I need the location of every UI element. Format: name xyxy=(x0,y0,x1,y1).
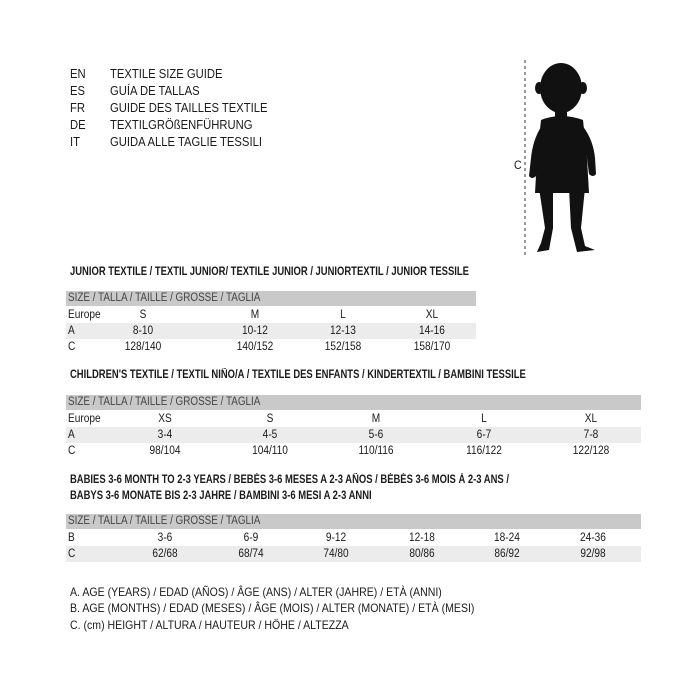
legend-a: A. AGE (YEARS) / EDAD (AÑOS) / ÂGE (ANS)… xyxy=(70,585,442,599)
babies-size-table: SIZE / TALLA / TAILLE / GRÖSSE / TAGLIA … xyxy=(66,514,641,562)
lang-title-fr: GUIDE DES TAILLES TEXTILE xyxy=(110,101,268,115)
table-header: SIZE / TALLA / TAILLE / GRÖSSE / TAGLIA xyxy=(66,514,641,529)
lang-code-en: EN xyxy=(70,67,86,81)
lang-code-fr: FR xyxy=(70,101,86,115)
table-row: A 8-10 10-12 12-13 14-16 xyxy=(66,323,476,339)
junior-title: JUNIOR TEXTILE / TEXTIL JUNIOR/ TEXTILE … xyxy=(70,266,469,278)
lang-code-it: IT xyxy=(70,135,80,149)
lang-title-es: GUÍA DE TALLAS xyxy=(110,84,200,98)
children-size-table: SIZE / TALLA / TAILLE / GRÖSSE / TAGLIA … xyxy=(66,395,641,461)
children-title: CHILDREN'S TEXTILE / TEXTIL NIÑO/A / TEX… xyxy=(70,369,526,381)
table-row: A 3-4 4-5 5-6 6-7 7-8 xyxy=(66,427,641,443)
babies-title-line1: BABIES 3-6 MONTH TO 2-3 YEARS / BEBÉS 3-… xyxy=(70,474,509,486)
junior-size-table: SIZE / TALLA / TAILLE / GRÖSSE / TAGLIA … xyxy=(66,291,476,357)
table-row: C 98/104 104/110 110/116 116/122 122/128 xyxy=(68,445,610,457)
lang-title-it: GUIDA ALLE TAGLIE TESSILI xyxy=(110,135,262,149)
table-row: C 128/140 140/152 152/158 158/170 xyxy=(68,341,451,353)
babies-title-line2: BABYS 3-6 MONATE BIS 2-3 JAHRE / BAMBINI… xyxy=(70,490,372,502)
lang-code-es: ES xyxy=(70,84,86,98)
lang-title-en: TEXTILE SIZE GUIDE xyxy=(110,67,223,81)
lang-title-de: TEXTILGRÖßENFÜHRUNG xyxy=(110,118,253,132)
table-row: C 62/68 68/74 74/80 80/86 86/92 92/98 xyxy=(66,546,641,562)
child-silhouette-icon xyxy=(524,60,596,256)
table-header: SIZE / TALLA / TAILLE / GRÖSSE / TAGLIA xyxy=(66,291,476,306)
height-measure-label: C xyxy=(514,158,522,172)
table-row: Europe XS S M L XL xyxy=(68,413,598,425)
legend-b: B. AGE (MONTHS) / EDAD (MESES) / ÂGE (MO… xyxy=(70,601,475,615)
legend-c: C. (cm) HEIGHT / ALTURA / HAUTEUR / HÖHE… xyxy=(70,618,349,632)
table-header: SIZE / TALLA / TAILLE / GRÖSSE / TAGLIA xyxy=(66,395,641,410)
child-figure: C xyxy=(505,58,615,268)
lang-code-de: DE xyxy=(70,118,86,132)
table-row: B 3-6 6-9 9-12 12-18 18-24 24-36 xyxy=(68,532,606,544)
table-row: Europe S M L XL xyxy=(68,309,439,321)
